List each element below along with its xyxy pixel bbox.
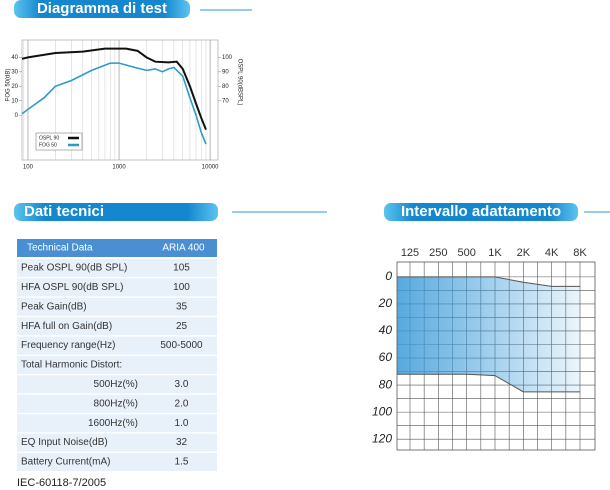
- row-label: Frequency range(Hz): [21, 340, 115, 351]
- row-label: 500Hz(%): [94, 379, 138, 390]
- section-title: Dati tecnici: [24, 203, 104, 220]
- heading-range: Intervallo adattamento: [384, 203, 610, 221]
- heading-test: Diagramma di test: [14, 0, 252, 18]
- plot-border: [396, 261, 596, 451]
- series-line: [21, 62, 207, 145]
- y-tick-label: 10: [11, 98, 18, 104]
- fitting-range-area: [397, 276, 580, 392]
- x-tick-label: 250: [429, 247, 447, 259]
- x-tick-label: 100: [23, 165, 34, 171]
- table-row-bg: [17, 414, 217, 433]
- y-tick-label: 30: [11, 69, 18, 75]
- table-row-bg: [17, 317, 217, 336]
- x-tick-label: 10000: [202, 165, 219, 171]
- x-tick-label: 1K: [488, 247, 502, 259]
- table-header-bg: [17, 239, 217, 257]
- x-tick-label: 2K: [517, 247, 531, 259]
- standard-note: IEC-60118-7/2005: [17, 477, 106, 489]
- row-value: 2.0: [175, 398, 189, 409]
- y-tick-label: 80: [379, 377, 393, 391]
- y-tick-label: 20: [378, 296, 393, 310]
- x-tick-label: 125: [401, 247, 419, 259]
- row-label: HFA OSPL 90(dB SPL): [21, 282, 123, 293]
- table-row-bg: [17, 278, 217, 297]
- y2-tick-label: 100: [222, 55, 233, 61]
- row-value: 100: [173, 282, 190, 293]
- row-label: HFA full on Gain(dB): [21, 321, 112, 332]
- row-label: Peak Gain(dB): [21, 301, 87, 312]
- y-tick-label: 0: [385, 269, 392, 283]
- y-tick-label: 120: [372, 431, 392, 445]
- y2-tick-label: 90: [222, 69, 229, 75]
- row-value: 1.5: [175, 457, 189, 468]
- legend-label: FOG 50: [39, 142, 57, 148]
- row-label: 800Hz(%): [94, 398, 138, 409]
- table-row-bg: [17, 259, 217, 277]
- row-label: Peak OSPL 90(dB SPL): [21, 263, 127, 274]
- y-tick-label: 0: [15, 113, 19, 119]
- banner: [14, 203, 218, 221]
- row-value: 1.0: [175, 418, 189, 429]
- table-row-bg: [17, 433, 217, 452]
- row-label: Total Harmonic Distort:: [21, 360, 122, 371]
- y-tick-label: 20: [11, 84, 18, 90]
- section-title: Intervallo adattamento: [401, 203, 561, 220]
- row-value: 35: [176, 301, 188, 312]
- x-tick-label: 4K: [545, 247, 559, 259]
- y-tick-label: 100: [372, 404, 392, 418]
- range-boundary: [397, 373, 580, 393]
- row-value: 25: [176, 321, 188, 332]
- y-tick-label: 40: [11, 55, 18, 61]
- row-value: 32: [176, 437, 188, 448]
- table-row-bg: [17, 356, 217, 374]
- banner: [14, 0, 190, 18]
- range-boundary: [397, 276, 580, 287]
- table-row-bg: [17, 453, 217, 471]
- row-label: EQ Input Noise(dB): [21, 437, 108, 448]
- series-line: [21, 47, 207, 131]
- y2-axis-label: OSPL 90(dBSPL): [236, 59, 242, 106]
- y-axis-label: FOG 50(dB): [6, 69, 12, 102]
- x-tick-label: 8K: [573, 247, 587, 259]
- legend-label: OSPL 90: [39, 135, 59, 141]
- row-label: 1600Hz(%): [88, 418, 138, 429]
- table-row-bg: [17, 394, 217, 413]
- x-tick-label: 1000: [112, 165, 126, 171]
- y-tick-label: 60: [379, 350, 393, 364]
- section-title: Diagramma di test: [37, 0, 167, 17]
- row-label: Battery Current(mA): [21, 457, 110, 468]
- x-tick-label: 500: [457, 247, 475, 259]
- table-header: Technical Data: [27, 243, 93, 254]
- table-row-bg: [17, 297, 217, 316]
- banner: [384, 203, 578, 221]
- table-header: ARIA 400: [162, 243, 205, 254]
- row-value: 500-5000: [160, 340, 203, 351]
- row-value: 3.0: [175, 379, 189, 390]
- row-value: 105: [173, 263, 190, 274]
- y-tick-label: 40: [379, 323, 393, 337]
- heading-tech: Dati tecnici: [14, 203, 327, 221]
- y2-tick-label: 80: [222, 84, 229, 90]
- y2-tick-label: 70: [222, 98, 229, 104]
- table-row-bg: [17, 336, 217, 355]
- table-row-bg: [17, 375, 217, 394]
